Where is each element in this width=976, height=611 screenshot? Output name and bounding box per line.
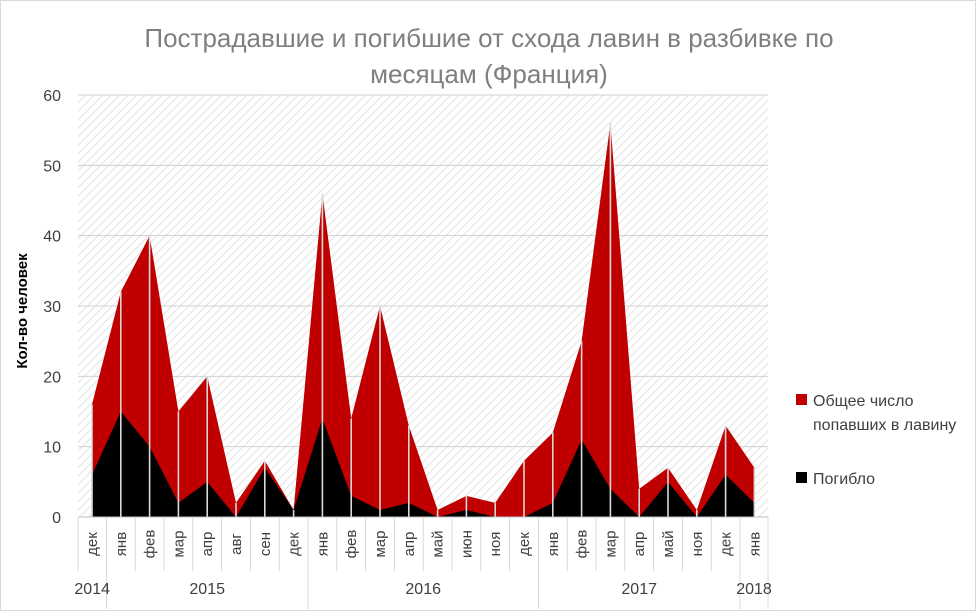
x-tick-label: мар <box>170 531 187 558</box>
x-tick-label: фев <box>142 530 159 559</box>
x-tick-label: фев <box>574 530 591 559</box>
x-tick-label: май <box>430 530 447 557</box>
x-tick-label: янв <box>314 532 331 556</box>
y-tick-labels: 0 10 20 30 40 50 60 <box>43 88 61 527</box>
x-tick-label: янв <box>545 532 562 556</box>
legend-label: попавших в лавину <box>813 417 956 434</box>
y-axis-label: Кол-во человек <box>14 253 31 369</box>
x-tick-label: янв <box>746 532 763 556</box>
x-tick-label: дек <box>718 532 735 556</box>
x-tick-label: янв <box>113 532 130 556</box>
series-area-killed <box>92 411 755 517</box>
x-tick-label: апр <box>199 532 216 557</box>
x-tick-label: мар <box>602 531 619 558</box>
y-tick-label: 40 <box>43 229 61 246</box>
series-areas <box>92 123 755 517</box>
legend: Общее число попавших в лавину Погибло <box>796 393 956 488</box>
legend-swatch <box>796 394 807 405</box>
x-tick-label: фев <box>343 530 360 559</box>
year-label: 2016 <box>405 581 441 598</box>
year-label: 2017 <box>621 581 657 598</box>
legend-label: Общее число <box>813 393 914 410</box>
x-tick-label: ноя <box>689 532 706 557</box>
year-label: 2015 <box>189 581 225 598</box>
x-tick-label: апр <box>401 532 418 557</box>
x-tick-label: дек <box>286 532 303 556</box>
y-tick-label: 20 <box>43 369 61 386</box>
series-area-total <box>92 123 755 517</box>
x-tick-label: май <box>660 530 677 557</box>
y-tick-label: 60 <box>43 88 61 105</box>
y-tick-label: 50 <box>43 158 61 175</box>
legend-label: Погибло <box>813 471 875 488</box>
x-tick-label: апр <box>631 532 648 557</box>
chart-title-line-2: месяцам (Франция) <box>370 59 608 89</box>
x-tick-label: июн <box>458 530 475 558</box>
y-tick-label: 10 <box>43 440 61 457</box>
x-tick-label: авг <box>228 533 245 555</box>
y-tick-label: 30 <box>43 299 61 316</box>
x-tick-label: сен <box>257 532 274 556</box>
drop-lines <box>91 123 756 517</box>
legend-swatch <box>796 472 807 483</box>
x-tick-label: ноя <box>487 532 504 557</box>
year-label: 2014 <box>74 581 110 598</box>
x-tick-label: дек <box>84 532 101 556</box>
chart-title-line-1: Пострадавшие и погибшие от схода лавин в… <box>144 23 833 53</box>
x-axis: дек янв фев мар апр авг сен дек янв фев мар апр май и… <box>74 516 772 609</box>
year-label: 2018 <box>736 581 772 598</box>
x-tick-label: дек <box>516 532 533 556</box>
x-tick-label: мар <box>372 531 389 558</box>
y-tick-label: 0 <box>52 510 61 527</box>
